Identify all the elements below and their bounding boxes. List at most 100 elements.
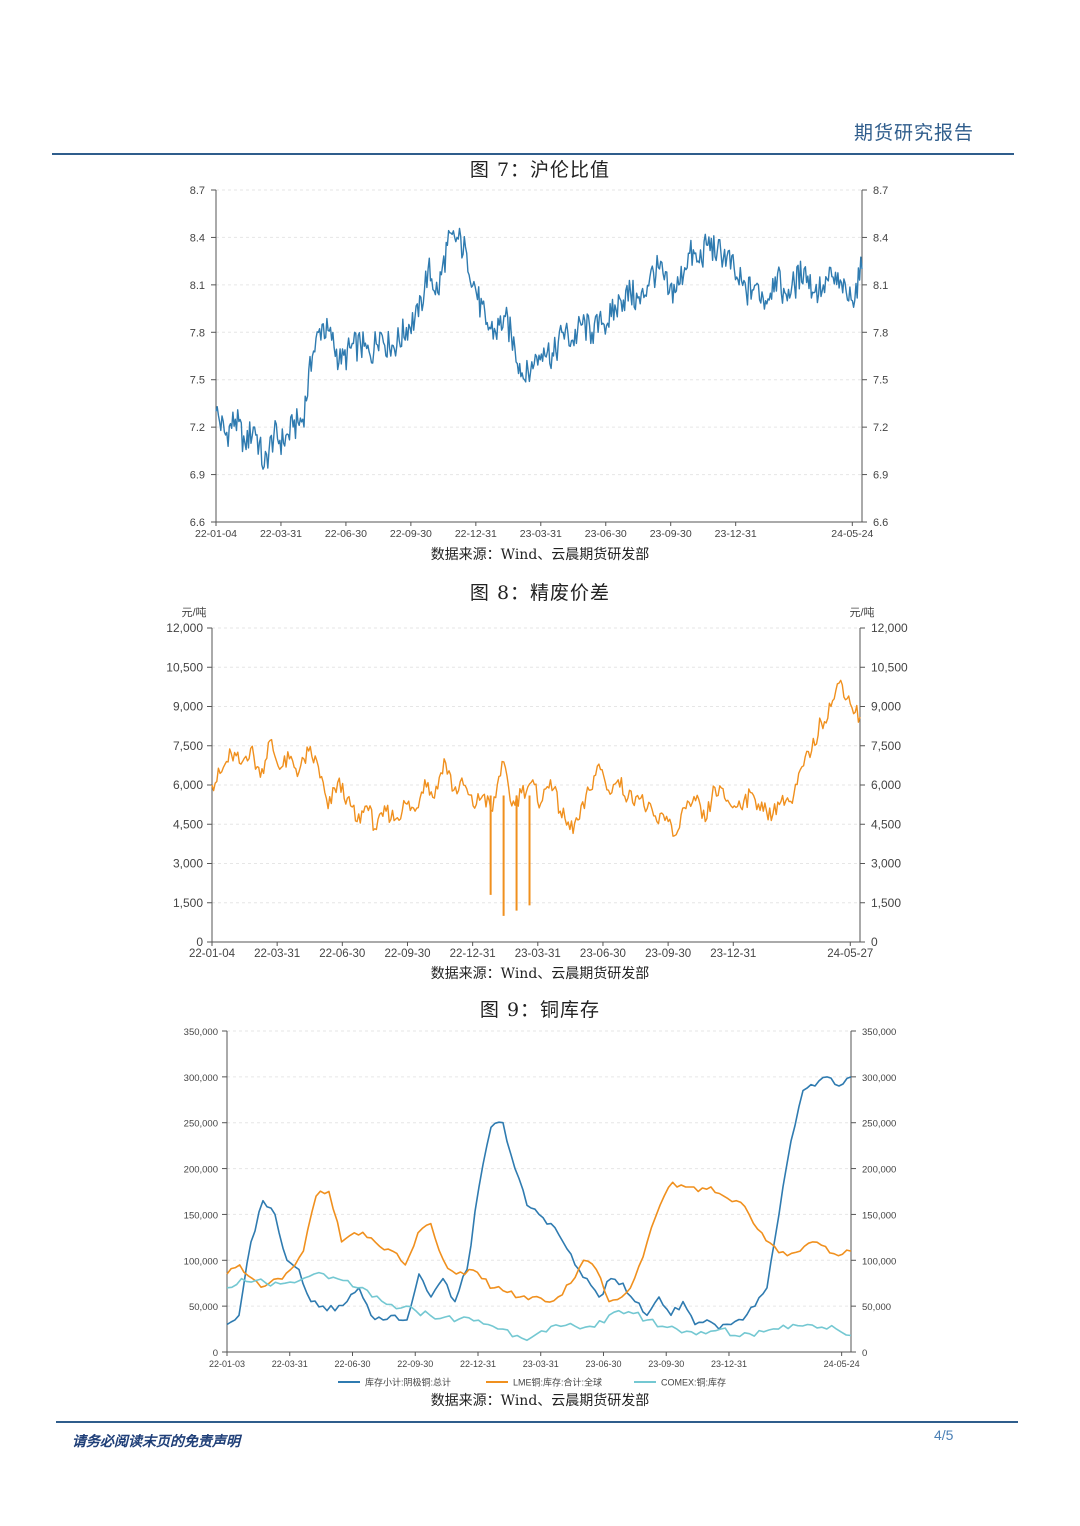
y-tick-label: 12,000 (166, 621, 203, 635)
y-tick-label-right: 6,000 (871, 778, 901, 792)
x-tick-label: 22-03-31 (260, 528, 302, 540)
y-tick-label: 7.5 (190, 375, 205, 387)
y-tick-label: 100,000 (184, 1256, 218, 1267)
y-tick-label: 7.8 (190, 327, 205, 339)
y-tick-label-right: 7,500 (871, 739, 901, 753)
x-tick-label: 22-12-31 (460, 1359, 496, 1369)
x-tick-label: 22-06-30 (325, 528, 367, 540)
y-tick-label-right: 200,000 (862, 1165, 896, 1176)
y-tick-label-right: 3,000 (871, 857, 901, 871)
y-tick-label: 0 (213, 1348, 218, 1359)
figure-9-title: 图 9：铜库存 (479, 999, 601, 1021)
x-tick-label: 22-01-04 (189, 948, 236, 960)
disclaimer-link[interactable]: 请务必阅读末页的免责声明 (72, 1434, 240, 1450)
x-tick-label: 22-09-30 (390, 528, 432, 540)
y-tick-label-right: 10,500 (871, 660, 908, 674)
x-tick-label: 23-12-31 (715, 528, 757, 540)
x-tick-label: 23-09-30 (645, 948, 691, 960)
x-tick-label: 23-06-30 (580, 948, 626, 960)
y-tick-label-right: 250,000 (862, 1119, 896, 1130)
y-tick-label: 300,000 (184, 1073, 218, 1084)
figure-7-source: 数据来源：Wind、云晨期货研发部 (430, 547, 650, 563)
x-tick-label: 22-12-31 (450, 948, 496, 960)
y-tick-label-right: 50,000 (862, 1302, 891, 1313)
x-tick-label: 22-01-04 (195, 528, 237, 540)
y-unit-label: 元/吨 (181, 606, 206, 619)
figure-8-title: 图 8：精废价差 (469, 582, 611, 604)
y-tick-label: 3,000 (173, 857, 203, 871)
x-tick-label: 22-12-31 (455, 528, 497, 540)
y-tick-label: 9,000 (173, 700, 203, 714)
y-tick-label-right: 4,500 (871, 817, 901, 831)
y-tick-label-right: 100,000 (862, 1256, 896, 1267)
series-line-0 (215, 227, 863, 470)
legend-label: LME铜:库存:合计:全球 (513, 1377, 602, 1388)
x-tick-label: 22-03-31 (254, 948, 300, 960)
x-tick-label: 23-09-30 (650, 528, 692, 540)
y-tick-label-right: 8.1 (873, 280, 888, 292)
figure-9-chart: 0 0 50,000 50,000 100,000 100,000 150,000 150,0… (184, 1027, 897, 1388)
x-tick-label: 24-05-24 (831, 528, 873, 540)
x-tick-label: 23-09-30 (648, 1359, 684, 1369)
y-tick-label-right: 7.8 (873, 327, 888, 339)
y-tick-label: 7.2 (190, 422, 205, 434)
y-tick-label: 150,000 (184, 1210, 218, 1221)
y-tick-label-right: 8.4 (873, 232, 888, 244)
footer-divider (56, 1421, 1018, 1423)
x-tick-label: 23-12-31 (711, 1359, 747, 1369)
y-tick-label: 10,500 (166, 660, 203, 674)
header-divider (52, 153, 1014, 155)
y-tick-label: 8.7 (190, 185, 205, 197)
y-tick-label-right: 8.7 (873, 185, 888, 197)
x-tick-label: 24-05-24 (824, 1359, 860, 1369)
series-line-1 (226, 1181, 852, 1303)
y-tick-label: 250,000 (184, 1119, 218, 1130)
legend-label: 库存小计:阴极铜:总计 (365, 1377, 451, 1388)
x-tick-label: 23-06-30 (585, 528, 627, 540)
x-tick-label: 22-06-30 (319, 948, 365, 960)
x-tick-label: 23-12-31 (710, 948, 756, 960)
y-tick-label-right: 300,000 (862, 1073, 896, 1084)
x-tick-label: 22-09-30 (384, 948, 430, 960)
y-tick-label: 350,000 (184, 1027, 218, 1038)
y-unit-label-right: 元/吨 (849, 606, 874, 619)
y-tick-label-right: 150,000 (862, 1210, 896, 1221)
y-tick-label-right: 350,000 (862, 1027, 896, 1038)
x-tick-label: 22-09-30 (397, 1359, 433, 1369)
series-line-0 (211, 679, 861, 837)
y-tick-label-right: 1,500 (871, 896, 901, 910)
y-tick-label-right: 0 (862, 1348, 867, 1359)
x-tick-label: 22-01-03 (209, 1359, 245, 1369)
figure-9-source: 数据来源：Wind、云晨期货研发部 (430, 1393, 650, 1409)
page-number: 4/5 (934, 1427, 954, 1443)
y-tick-label: 8.4 (190, 232, 205, 244)
x-tick-label: 23-03-31 (520, 528, 562, 540)
y-tick-label: 7,500 (173, 739, 203, 753)
y-tick-label-right: 9,000 (871, 700, 901, 714)
y-tick-label-right: 7.2 (873, 422, 888, 434)
y-tick-label: 4,500 (173, 817, 203, 831)
y-tick-label: 0 (196, 935, 203, 949)
y-tick-label: 6,000 (173, 778, 203, 792)
series-line-2 (226, 1271, 852, 1342)
y-tick-label: 1,500 (173, 896, 203, 910)
x-tick-label: 24-05-27 (827, 948, 873, 960)
x-tick-label: 22-03-31 (272, 1359, 308, 1369)
y-tick-label-right: 7.5 (873, 375, 888, 387)
y-tick-label: 50,000 (189, 1302, 218, 1313)
figure-8-chart: 0 0 1,500 1,500 3,000 3,000 4,500 4,500 6,000 6,0… (166, 606, 908, 960)
x-tick-label: 23-06-30 (585, 1359, 621, 1369)
figure-8-source: 数据来源：Wind、云晨期货研发部 (430, 966, 650, 982)
y-tick-label: 6.9 (190, 470, 205, 482)
x-tick-label: 23-03-31 (515, 948, 561, 960)
report-header-title: 期货研究报告 (853, 122, 974, 144)
y-tick-label-right: 0 (871, 935, 878, 949)
figure-7-chart: 6.6 6.6 6.9 6.9 7.2 7.2 7.5 7.5 7.8 7.8 8.1 8.1 8.4 8… (190, 185, 889, 540)
figure-7-title: 图 7：沪伦比值 (469, 159, 611, 181)
y-tick-label-right: 6.9 (873, 470, 888, 482)
x-tick-label: 22-06-30 (334, 1359, 370, 1369)
y-tick-label-right: 12,000 (871, 621, 908, 635)
y-tick-label: 200,000 (184, 1165, 218, 1176)
legend-label: COMEX:铜:库存 (661, 1377, 726, 1388)
y-tick-label-right: 6.6 (873, 517, 888, 529)
